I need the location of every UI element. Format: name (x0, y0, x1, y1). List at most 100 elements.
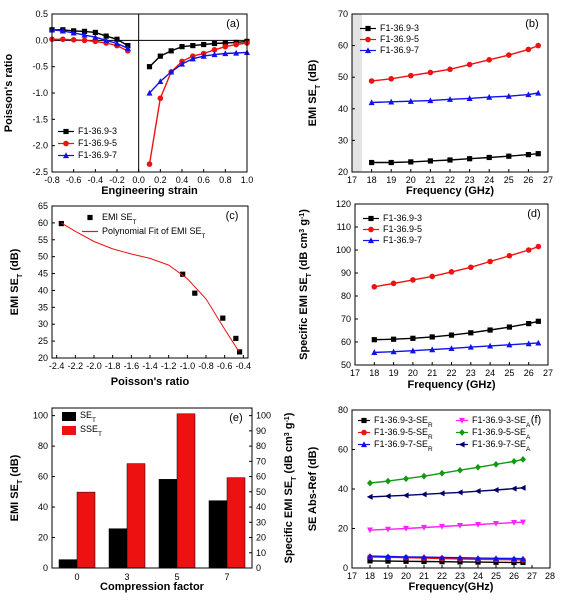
y2-tick-label-e: 50 (256, 487, 266, 497)
legend-marker-d (368, 226, 374, 233)
legend-label-text: F1-36.9-3 (383, 213, 422, 223)
y-tick-label-c: 60 (38, 218, 48, 228)
x-tick-label-b: 24 (484, 175, 494, 185)
y-tick-label-d: 60 (341, 337, 351, 347)
legend-label-b-1: F1-36.9-5 (380, 34, 419, 44)
point-d-0 (429, 334, 435, 340)
legend-marker-f (458, 441, 465, 448)
y-tick-label-e: 60 (38, 472, 48, 482)
legend-label-text: SSE (80, 424, 98, 434)
legend-label-a-0: F1-36.9-3 (78, 126, 117, 136)
panel-label-c: (c) (226, 210, 239, 222)
bar-e-1 (226, 477, 246, 569)
legend-marker-f (361, 441, 367, 448)
legend-label-c-0: EMI SET (102, 212, 137, 226)
x-tick-label-a: 1.0 (241, 175, 254, 185)
point-a-2 (92, 33, 99, 40)
legend-label-text: F1-36.9-7 (78, 150, 117, 160)
y-axis-label-b-sub: T (315, 84, 322, 89)
series-line-d-0 (374, 320, 539, 341)
legend-marker-a (63, 152, 69, 159)
plot-frame-b (351, 13, 549, 173)
point-a-0 (146, 64, 153, 70)
y-tick-label-f: 0 (343, 563, 348, 573)
legend-label-text: Polynomial Fit of EMI SE (102, 226, 202, 236)
x-tick-label-c: -1.2 (161, 361, 177, 371)
panel-c: -2.4 -2.2 -2.0 -1.8 -1.6 -1.4 -1.2 -1.0 -0.8 -0.6… (9, 201, 251, 388)
point-f-3 (520, 455, 526, 463)
y2-axis-label-sup2: -1 (284, 416, 291, 422)
point-f-5 (519, 484, 526, 491)
point-a-2 (222, 50, 229, 57)
point-d-1 (448, 269, 455, 275)
point-d-0 (371, 337, 377, 343)
x-tick-label-f: 27 (527, 571, 537, 581)
x-tick-label-d: 18 (369, 368, 379, 378)
y-axis-label-e: EMI SET (dB) (9, 454, 24, 521)
point-b-1 (388, 75, 395, 82)
x-tick-label-f: 21 (419, 571, 429, 581)
legend-label-text: F1-36.9-3 (380, 23, 419, 33)
x-tick-label-d: 25 (504, 368, 514, 378)
x-tick-label-f: 20 (401, 571, 411, 581)
point-a-2 (103, 37, 110, 43)
legend-label-d-1: F1-36.9-5 (383, 224, 422, 234)
x-tick-label-a: -0.8 (44, 175, 60, 185)
point-d-1 (506, 252, 513, 259)
panel-f: 17 18 19 20 21 22 23 24 25 26 27 28 0 20 40 60 80 (f) Freq… (307, 405, 555, 593)
point-a-2 (59, 27, 66, 34)
y2-axis-label-mid: g (283, 423, 295, 433)
point-a-0 (157, 53, 163, 59)
y-axis-label-d-sub: T (306, 272, 313, 277)
point-f-4 (511, 555, 517, 562)
point-a-1 (211, 47, 218, 53)
y-axis-label-d-sup1: 3 (299, 229, 306, 233)
point-d-0 (448, 332, 455, 338)
x-tick-label-a: -0.4 (88, 175, 104, 185)
legend-marker-b (365, 36, 371, 43)
y-axis-label-b-suffix: (dB) (307, 59, 319, 84)
point-d-0 (487, 327, 493, 333)
point-b-2 (486, 93, 493, 100)
y-tick-label-a: 0.5 (35, 9, 48, 19)
point-f-3 (421, 472, 427, 480)
point-f-5 (366, 493, 373, 500)
legend-label-f-1: F1-36.9-3-SEA (472, 415, 531, 429)
point-a-2 (81, 31, 88, 38)
series-line-b-0 (371, 153, 539, 164)
point-f-1 (457, 522, 463, 529)
y2-axis-label-end: ) (283, 412, 295, 416)
point-d-2 (371, 349, 378, 355)
x-tick-label-f: 28 (545, 571, 555, 581)
point-f-1 (520, 519, 526, 526)
legend-label-sub: T (98, 431, 102, 438)
y-tick-label-e: 20 (38, 533, 48, 543)
series-line-a-1 (148, 42, 248, 165)
point-b-2 (447, 96, 453, 102)
legend-label-c-1: Polynomial Fit of EMI SET (102, 226, 206, 240)
point-b-2 (407, 98, 414, 104)
point-f-5 (456, 489, 463, 496)
legend-marker-f (361, 429, 367, 436)
series-line-a-2 (148, 51, 248, 94)
x-tick-label-f: 19 (383, 571, 393, 581)
y-tick-label-c: 55 (38, 235, 48, 245)
point-a-1 (81, 37, 88, 44)
x-tick-label-b: 20 (406, 175, 416, 185)
x-tick-label-e: 5 (174, 572, 179, 582)
y-axis-label-a-main: Poisson's ratio (3, 54, 15, 133)
y-axis-label-d-mid: g (298, 219, 310, 229)
legend-marker-d (368, 215, 374, 222)
y-tick-label-c: 50 (38, 252, 48, 262)
bar-e-1 (176, 413, 196, 569)
y-tick-label-b: 40 (338, 104, 348, 114)
x-tick-label-a: -0.6 (66, 175, 82, 185)
point-f-4 (457, 554, 463, 561)
y2-axis-label-sub: T (291, 476, 298, 481)
point-a-2 (157, 78, 164, 85)
y2-tick-label-e: 20 (256, 533, 266, 543)
legend-label-text: F1-36.9-7 (380, 45, 419, 55)
point-d-2 (535, 339, 542, 346)
y-tick-label-a: -2.5 (32, 167, 48, 177)
point-a-1 (157, 95, 164, 102)
